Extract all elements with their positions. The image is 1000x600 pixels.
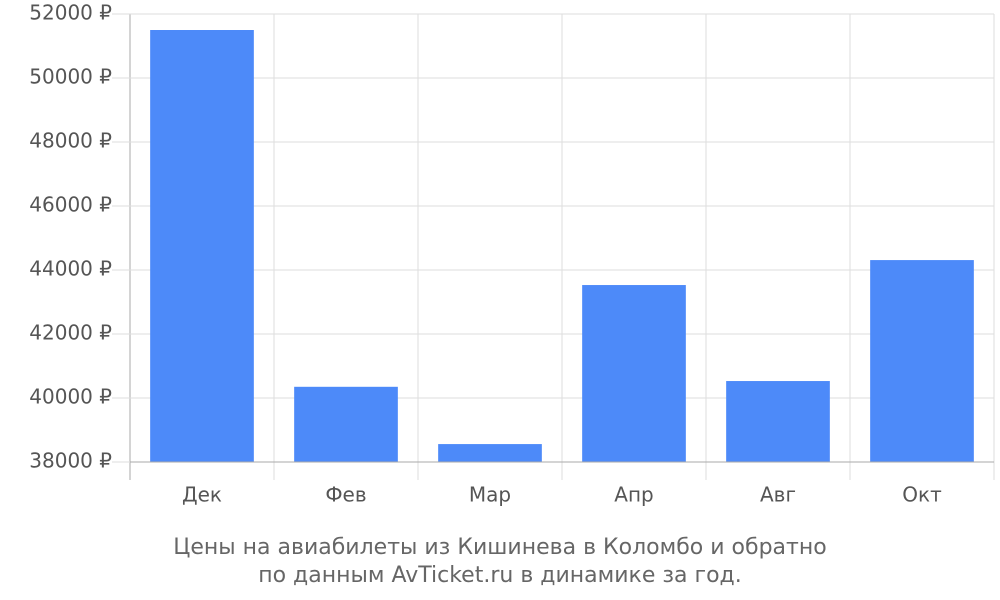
y-tick-label: 42000 ₽ (29, 321, 112, 345)
bar (438, 444, 542, 462)
x-tick-label: Окт (902, 483, 942, 507)
bar (582, 285, 686, 462)
bar (726, 381, 830, 462)
caption: по данным AvTicket.ru в динамике за год. (258, 563, 742, 588)
y-tick-label: 50000 ₽ (29, 65, 112, 89)
y-tick-label: 46000 ₽ (29, 193, 112, 217)
bar (150, 30, 254, 462)
bar (294, 386, 398, 462)
bar (870, 260, 974, 462)
x-tick-label: Дек (182, 483, 222, 507)
x-tick-label: Апр (614, 483, 653, 507)
x-tick-label: Фев (325, 483, 366, 507)
y-tick-label: 40000 ₽ (29, 385, 112, 409)
x-tick-label: Авг (760, 483, 796, 507)
y-tick-label: 48000 ₽ (29, 129, 112, 153)
caption: Цены на авиабилеты из Кишинева в Коломбо… (173, 535, 826, 560)
x-tick-label: Мар (469, 483, 511, 507)
y-tick-label: 52000 ₽ (29, 1, 112, 25)
y-tick-label: 44000 ₽ (29, 257, 112, 281)
y-tick-label: 38000 ₽ (29, 449, 112, 473)
